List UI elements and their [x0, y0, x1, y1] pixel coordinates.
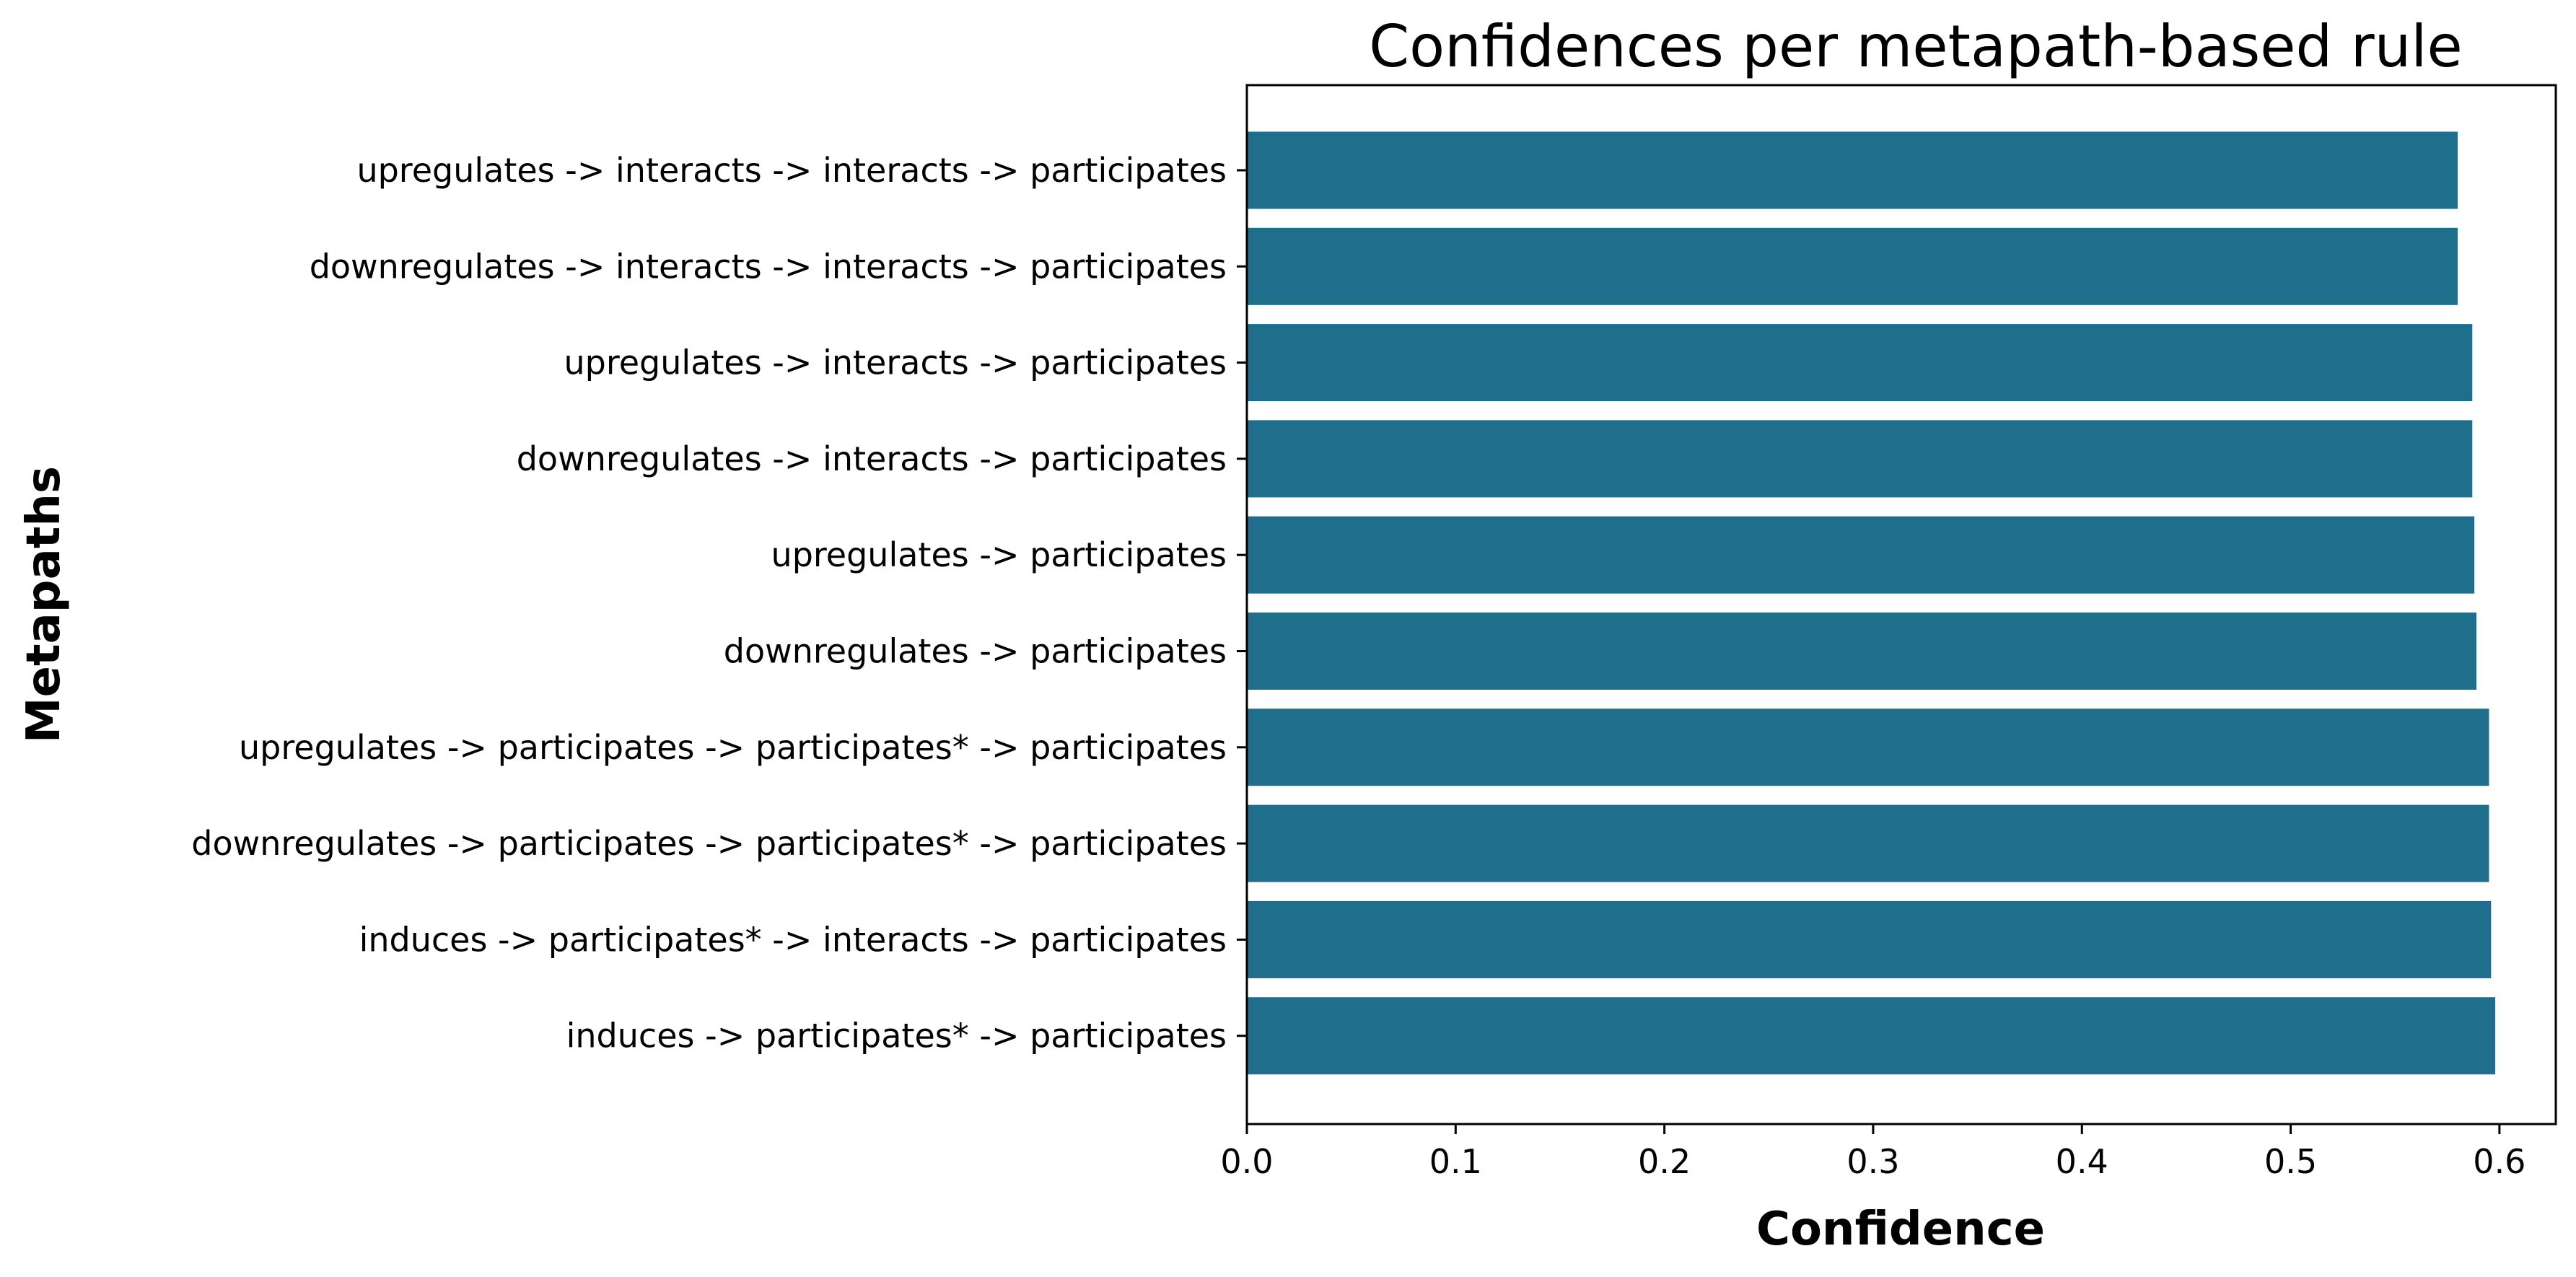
bar	[1247, 997, 2496, 1075]
plot-frame	[1245, 84, 2557, 1125]
bar	[1247, 708, 2489, 786]
x-tick-label: 0.5	[2264, 1142, 2317, 1181]
category-label: downregulates -> interacts -> participat…	[517, 439, 1227, 478]
x-axis-ticks: 0.0 0.1 0.2 0.3 0.4 0.5 0.6	[1220, 1124, 2525, 1181]
category-labels: upregulates -> interacts -> interacts ->…	[191, 151, 1247, 1056]
y-axis-title: Metapaths	[17, 466, 71, 743]
category-label: upregulates -> participates	[771, 535, 1227, 574]
category-label: downregulates -> participates	[724, 632, 1227, 671]
bar	[1247, 804, 2489, 882]
bar	[1247, 516, 2475, 594]
x-axis-title: Confidence	[1756, 1203, 2045, 1256]
bars-layer	[1247, 131, 2496, 1075]
bar	[1247, 131, 2458, 209]
category-label: downregulates -> interacts -> interacts …	[310, 247, 1227, 286]
x-tick-label: 0.2	[1638, 1142, 1691, 1181]
category-label: upregulates -> interacts -> interacts ->…	[356, 151, 1227, 190]
bar	[1247, 227, 2458, 305]
x-tick-label: 0.6	[2473, 1142, 2525, 1181]
category-label: upregulates -> interacts -> participates	[564, 343, 1227, 382]
category-label: induces -> participates* -> participates	[566, 1017, 1227, 1056]
x-tick-label: 0.4	[2056, 1142, 2108, 1181]
bar	[1247, 420, 2473, 498]
x-tick-label: 0.3	[1846, 1142, 1899, 1181]
category-label: upregulates -> participates -> participa…	[239, 728, 1227, 767]
chart-title: Confidences per metapath-based rule	[1369, 13, 2462, 80]
bar	[1247, 613, 2477, 690]
category-label: downregulates -> participates -> partici…	[191, 824, 1227, 863]
category-label: induces -> participates* -> interacts ->…	[359, 920, 1227, 959]
bar	[1247, 324, 2473, 402]
bar	[1247, 900, 2492, 978]
x-tick-label: 0.1	[1429, 1142, 1482, 1181]
x-tick-label: 0.0	[1220, 1142, 1273, 1181]
